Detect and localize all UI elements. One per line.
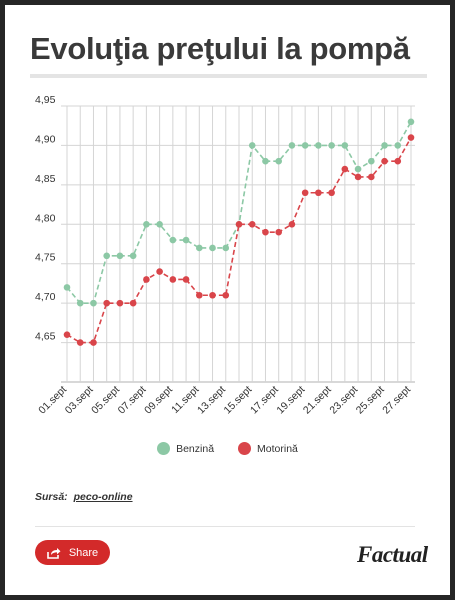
footer-divider: [35, 526, 415, 527]
data-point-benzina: [368, 157, 375, 165]
x-tick-label: 21.sept: [301, 384, 334, 417]
data-point-benzina: [301, 142, 309, 149]
x-tick-label: 13.sept: [195, 384, 228, 417]
brand-logo: Factual: [357, 542, 428, 567]
x-tick-label: 01.sept: [36, 384, 69, 417]
y-tick-label: 4,75: [35, 252, 56, 264]
data-point-motorina: [262, 228, 269, 236]
data-point-motorina: [275, 228, 282, 236]
y-tick-label: 4,65: [35, 331, 56, 343]
data-point-benzina: [262, 157, 269, 165]
data-point-benzina: [76, 299, 84, 307]
data-point-motorina: [394, 157, 402, 165]
x-tick-label: 25.sept: [354, 384, 387, 417]
title-divider: [30, 74, 427, 78]
legend-label-motorina: Motorină: [257, 442, 298, 455]
x-tick-label: 23.sept: [327, 384, 360, 417]
data-point-benzina: [328, 142, 335, 149]
data-point-motorina: [209, 291, 216, 299]
legend-marker-benzina: [157, 442, 171, 455]
data-point-benzina: [354, 165, 362, 173]
x-tick-label: 19.sept: [274, 384, 307, 417]
data-point-benzina: [381, 142, 388, 149]
data-point-benzina: [407, 118, 415, 126]
y-tick-label: 4,80: [35, 212, 56, 224]
data-point-motorina: [63, 331, 71, 338]
source-line: Sursă: peco-online: [35, 491, 133, 503]
data-point-benzina: [169, 236, 177, 244]
data-point-benzina: [129, 252, 137, 260]
data-point-benzina: [116, 252, 124, 260]
chart-legend: Benzină Motorină: [5, 442, 450, 455]
y-tick-label: 4,85: [35, 173, 56, 185]
data-point-motorina: [182, 276, 190, 283]
y-tick-label: 4,95: [35, 94, 56, 106]
data-point-motorina: [169, 276, 177, 283]
line-chart: 4,65 4,70 4,75 4,80 4,85 4,90 4,95 01.sept03.se…: [35, 94, 415, 417]
data-point-motorina: [381, 157, 388, 165]
share-icon: [47, 547, 61, 559]
data-point-benzina: [103, 252, 110, 260]
x-tick-label: 17.sept: [248, 384, 281, 417]
y-tick-label: 4,90: [35, 133, 56, 145]
data-point-motorina: [129, 299, 137, 307]
data-point-motorina: [222, 291, 230, 299]
data-point-motorina: [301, 189, 309, 197]
data-point-motorina: [156, 268, 163, 275]
x-tick-label: 05.sept: [89, 384, 122, 417]
series-line-motorina: [66, 137, 412, 344]
source-label: Sursă:: [35, 491, 68, 503]
data-point-benzina: [63, 284, 71, 291]
data-point-motorina: [368, 173, 375, 181]
data-point-motorina: [235, 220, 243, 228]
data-point-benzina: [90, 299, 97, 307]
data-point-motorina: [196, 291, 203, 299]
x-tick-label: 07.sept: [116, 384, 149, 417]
x-tick-label: 27.sept: [380, 384, 413, 417]
data-point-motorina: [103, 299, 110, 307]
data-point-benzina: [288, 142, 296, 149]
data-point-benzina: [222, 244, 230, 252]
data-point-benzina: [182, 236, 190, 244]
data-point-motorina: [76, 339, 84, 346]
x-tick-label: 15.sept: [222, 384, 255, 417]
data-point-motorina: [143, 276, 150, 283]
data-point-benzina: [248, 142, 256, 149]
data-point-benzina: [341, 142, 349, 149]
data-point-motorina: [90, 339, 97, 346]
data-point-motorina: [341, 165, 349, 173]
x-tick-label: 11.sept: [169, 384, 201, 416]
x-tick-label: 09.sept: [142, 384, 175, 417]
legend-item-motorina[interactable]: Motorină: [238, 442, 298, 455]
data-point-benzina: [394, 142, 402, 149]
data-point-motorina: [354, 173, 362, 181]
data-point-motorina: [407, 134, 415, 141]
data-point-benzina: [196, 244, 203, 252]
data-point-motorina: [328, 189, 335, 197]
source-link[interactable]: peco-online: [73, 491, 133, 503]
data-point-benzina: [315, 142, 322, 149]
legend-item-benzina[interactable]: Benzină: [157, 442, 214, 455]
share-button[interactable]: Share: [35, 540, 110, 565]
data-point-benzina: [275, 157, 282, 165]
data-point-motorina: [288, 220, 296, 228]
x-tick-label: 03.sept: [63, 384, 96, 417]
y-tick-label: 4,70: [35, 291, 56, 303]
share-label: Share: [68, 546, 99, 559]
legend-marker-motorina: [238, 442, 252, 455]
data-point-motorina: [116, 299, 124, 307]
data-point-benzina: [156, 220, 163, 228]
data-point-motorina: [315, 189, 322, 197]
data-point-benzina: [209, 244, 216, 252]
page-title: Evoluţia preţului la pompă: [30, 31, 410, 66]
data-point-motorina: [248, 220, 256, 228]
legend-label-benzina: Benzină: [176, 442, 215, 455]
data-point-benzina: [143, 220, 150, 228]
